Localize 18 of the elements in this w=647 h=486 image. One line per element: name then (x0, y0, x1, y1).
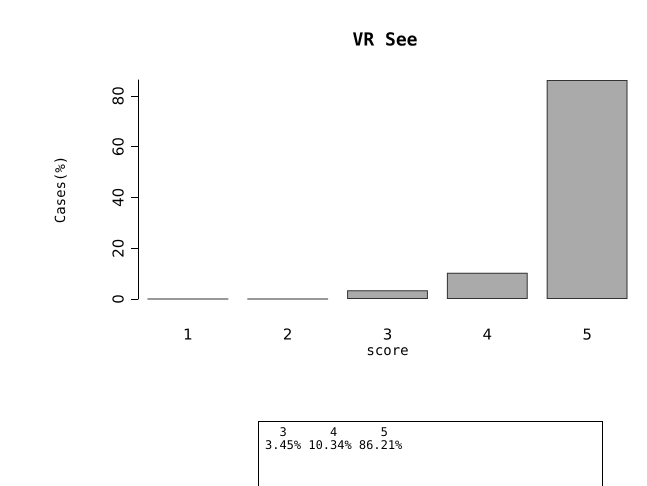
chart-title: VR See (352, 30, 418, 50)
x-tick-label: 2 (282, 326, 292, 344)
text: 3 4 5 (278, 425, 389, 439)
x-tick-label: 5 (582, 326, 592, 344)
text: 3.45% 10.34% 86.21% (265, 438, 404, 452)
x-tick-label: 3 (382, 326, 392, 344)
bar (347, 290, 428, 299)
y-axis-title: Cases(%) (53, 156, 69, 224)
x-axis-title: score (366, 343, 409, 359)
bar (446, 272, 528, 299)
x-tick-label: 4 (482, 326, 492, 344)
bar (546, 80, 628, 299)
y-tick-label: 80 (110, 86, 128, 106)
y-tick-label: 40 (110, 188, 128, 207)
x-tick-label: 1 (183, 326, 193, 344)
y-tick-label: 20 (110, 238, 128, 258)
y-tick-label: 0 (110, 294, 128, 304)
y-tick-label: 60 (110, 137, 128, 156)
